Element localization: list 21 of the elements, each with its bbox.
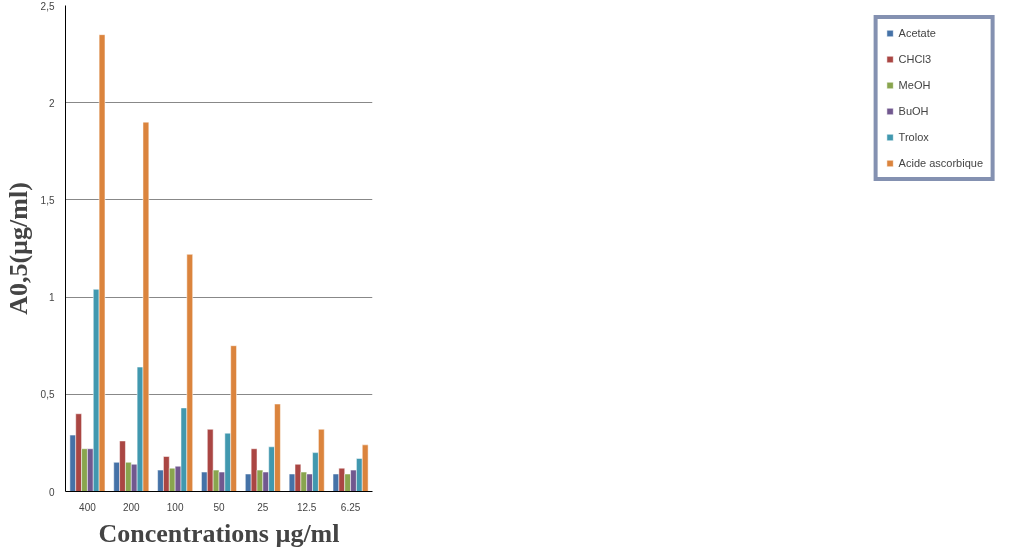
x-tick-label: 50 <box>213 501 225 513</box>
x-axis-title: Concentrations µg/ml <box>98 518 340 548</box>
y-axis-title: A0,5(µg/ml) <box>3 182 33 315</box>
y-tick-label: 1 <box>48 292 55 304</box>
y-tick-label: 2 <box>48 97 55 109</box>
legend-label: Acetate <box>898 27 936 39</box>
y-tick-label: 2,5 <box>40 0 55 12</box>
y-tick-label: 0 <box>48 486 55 498</box>
x-tick-label: 6.25 <box>340 501 361 513</box>
legend-label: CHCl3 <box>898 53 932 65</box>
x-tick-label: 25 <box>257 501 269 513</box>
legend-label: BuOH <box>898 105 929 117</box>
x-tick-label: 400 <box>79 501 97 513</box>
y-tick-label: 0,5 <box>40 389 55 401</box>
y-tick-label: 1,5 <box>40 194 55 206</box>
legend-label: Trolox <box>898 131 929 143</box>
x-tick-label: 200 <box>122 501 141 513</box>
x-tick-label: 100 <box>166 501 184 513</box>
legend-label: Acide ascorbique <box>898 157 983 169</box>
x-tick-label: 12.5 <box>296 501 317 513</box>
legend-label: MeOH <box>898 79 931 91</box>
